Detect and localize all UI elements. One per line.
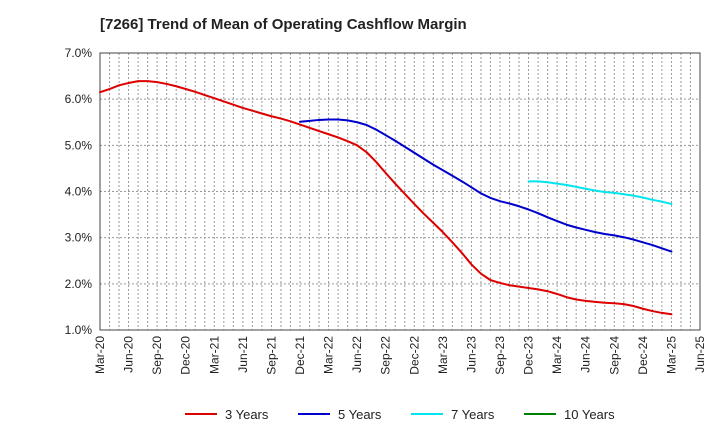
x-tick-label: Jun-25 <box>693 336 707 373</box>
series-layer <box>99 80 673 316</box>
x-tick-label: Mar-21 <box>207 336 221 374</box>
x-tick-label: Mar-24 <box>550 336 564 374</box>
y-tick-label: 6.0% <box>65 92 93 106</box>
x-tick-label: Jun-24 <box>579 336 593 373</box>
legend-label-7-years: 7 Years <box>451 407 495 422</box>
x-tick-label: Mar-23 <box>436 336 450 374</box>
x-tick-label: Sep-23 <box>493 336 507 375</box>
legend-label-3-years: 3 Years <box>225 407 269 422</box>
x-tick-label: Jun-23 <box>464 336 478 373</box>
x-tick-label: Dec-22 <box>407 336 421 375</box>
x-tick-label: Sep-24 <box>607 336 621 375</box>
y-tick-label: 4.0% <box>65 185 93 199</box>
y-tick-label: 3.0% <box>65 231 93 245</box>
x-tick-label: Jun-22 <box>350 336 364 373</box>
y-tick-label: 7.0% <box>65 46 93 60</box>
series-line-5-years <box>299 118 673 253</box>
series-line-3-years <box>99 80 673 316</box>
chart-title: [7266] Trend of Mean of Operating Cashfl… <box>100 16 467 33</box>
x-tick-label: Dec-24 <box>636 336 650 375</box>
x-tick-label: Sep-21 <box>264 336 278 375</box>
x-tick-label: Sep-20 <box>150 336 164 375</box>
y-tick-label: 5.0% <box>65 138 93 152</box>
x-tick-label: Mar-25 <box>664 336 678 374</box>
y-tick-label: 2.0% <box>65 277 93 291</box>
legend-label-10-years: 10 Years <box>564 407 615 422</box>
series-line-7-years <box>527 180 673 205</box>
plot-area-border <box>99 52 701 331</box>
x-tick-label: Mar-22 <box>322 336 336 374</box>
x-tick-label: Sep-22 <box>379 336 393 375</box>
legend: 3 Years 5 Years 7 Years 10 Years <box>185 407 615 422</box>
x-tick-label: Dec-20 <box>179 336 193 375</box>
y-tick-label: 1.0% <box>65 323 93 337</box>
legend-label-5-years: 5 Years <box>338 407 382 422</box>
x-tick-label: Dec-21 <box>293 336 307 375</box>
x-tick-label: Mar-20 <box>93 336 107 374</box>
x-tick-label: Jun-20 <box>122 336 136 373</box>
x-tick-label: Jun-21 <box>236 336 250 373</box>
axis-layer: 1.0% 2.0% 3.0% 4.0% 5.0% 6.0% 7.0% Mar-20 Jun-20… <box>65 46 707 375</box>
x-tick-label: Dec-23 <box>522 336 536 375</box>
